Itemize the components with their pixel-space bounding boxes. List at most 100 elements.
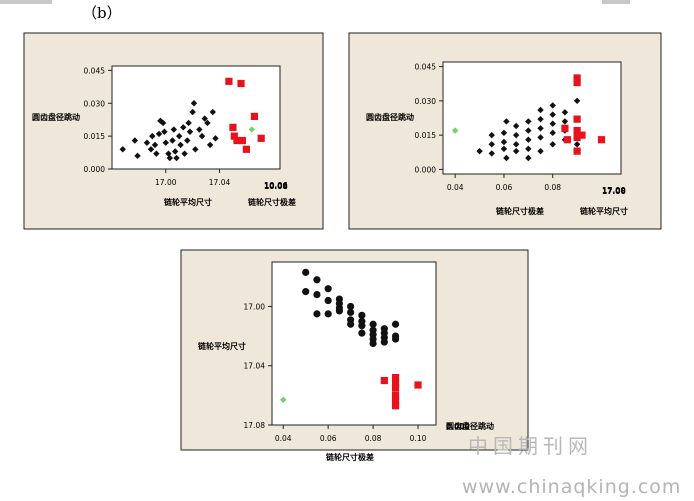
corner-variable-label: 圆齿盘径跳动 [446,421,494,431]
data-point-black [525,145,532,153]
corner-tick-label: 0.000 [446,422,470,431]
y-tick-label: 0.015 [415,131,437,140]
data-point-red [250,112,259,121]
data-point-black [537,106,544,114]
plot-area [442,61,622,175]
y-tick-label: 0.000 [84,165,106,174]
data-point-red [238,136,246,145]
data-point-black [161,128,168,135]
data-point-black [153,150,160,157]
data-point-black [347,320,355,328]
data-point-black [537,125,544,132]
data-point-green [248,126,255,133]
data-point-black [573,141,581,148]
data-point-black [380,338,388,346]
y-tick-label: 0.030 [84,99,106,108]
data-point-black [503,154,510,162]
watermark-url: www.chinaqking.com [462,476,682,498]
y-axis-label: 圆齿盘径跳动 [366,112,414,122]
data-point-black [369,339,377,348]
y-axis-label: 链轮平均尺寸 [198,341,246,351]
data-point-black [561,109,569,116]
data-point-black [500,129,508,137]
data-point-black [358,311,366,319]
corner-tick-label: 17.00 [602,186,626,195]
data-point-black [525,118,532,125]
data-point-black [196,126,203,133]
corner-tick-label: 10.08 [264,182,288,191]
corner-variable-label: 链轮平均尺寸 [580,206,628,216]
corner-variable-label: 链轮尺寸极差 [248,197,296,207]
data-point-black [190,100,198,107]
x-axis-label: 链轮尺寸极差 [496,206,544,216]
data-point-black [512,141,520,148]
data-point-black [131,137,139,144]
data-point-black [176,132,183,140]
data-point-black [561,118,569,125]
data-point-black [525,136,532,143]
data-point-black [171,148,179,155]
top-right-bar [602,0,630,4]
data-point-black [525,127,532,134]
data-point-black [189,108,196,116]
data-point-black [488,131,495,139]
x-axis-label: 链轮平均尺寸 [164,197,212,207]
data-point-red [414,381,422,389]
data-point-red [391,397,400,405]
data-point-red [225,77,233,85]
data-point-red [237,79,245,88]
data-point-red [242,145,250,153]
data-point-black [488,150,495,157]
y-tick-label: 17.04 [244,362,266,371]
data-point-red [233,136,241,145]
data-point-black [313,291,321,299]
x-tick-label: 17.00 [155,178,177,187]
data-point-black [488,141,495,148]
x-tick-label: 0.06 [496,183,513,192]
data-point-red [573,133,581,142]
data-point-black [151,141,159,149]
data-point-red [573,147,581,155]
top-left-bar [0,0,52,4]
plot-area [271,261,437,426]
data-point-black [143,139,151,146]
data-point-red [391,391,400,399]
data-point-black [503,118,510,125]
data-point-black [165,150,172,157]
data-point-black [157,117,164,124]
data-point-red [573,74,581,82]
data-point-black [549,129,556,137]
x-tick-label: 0.08 [365,434,382,443]
data-point-black [166,154,173,162]
data-point-black [134,152,141,160]
data-point-black [313,276,321,284]
data-point-black [347,302,355,311]
y-tick-label: 17.08 [244,421,266,430]
panel-label: （b） [82,4,122,22]
y-tick-label: 0.000 [415,165,437,174]
data-point-black [169,137,176,144]
data-point-black [537,134,544,141]
data-point-black [302,268,310,276]
data-point-black [324,310,332,318]
data-point-black [324,285,332,293]
data-point-red [230,132,238,140]
data-point-red [391,379,400,388]
data-point-red [563,136,571,144]
data-point-red [229,123,237,131]
y-tick-label: 17.00 [244,302,266,311]
data-point-black [212,135,219,142]
data-point-black [537,115,544,123]
data-point-black [302,288,310,296]
data-point-black [512,147,520,155]
data-point-black [549,102,556,109]
data-point-black [209,108,216,116]
data-point-black [201,115,208,122]
corner-tick-label: 17.06 [602,187,626,196]
data-point-black [549,120,556,127]
data-point-black [184,137,191,144]
data-point-black [335,299,343,308]
x-tick-label: 17.04 [209,178,231,187]
y-tick-label: 0.015 [84,132,106,141]
